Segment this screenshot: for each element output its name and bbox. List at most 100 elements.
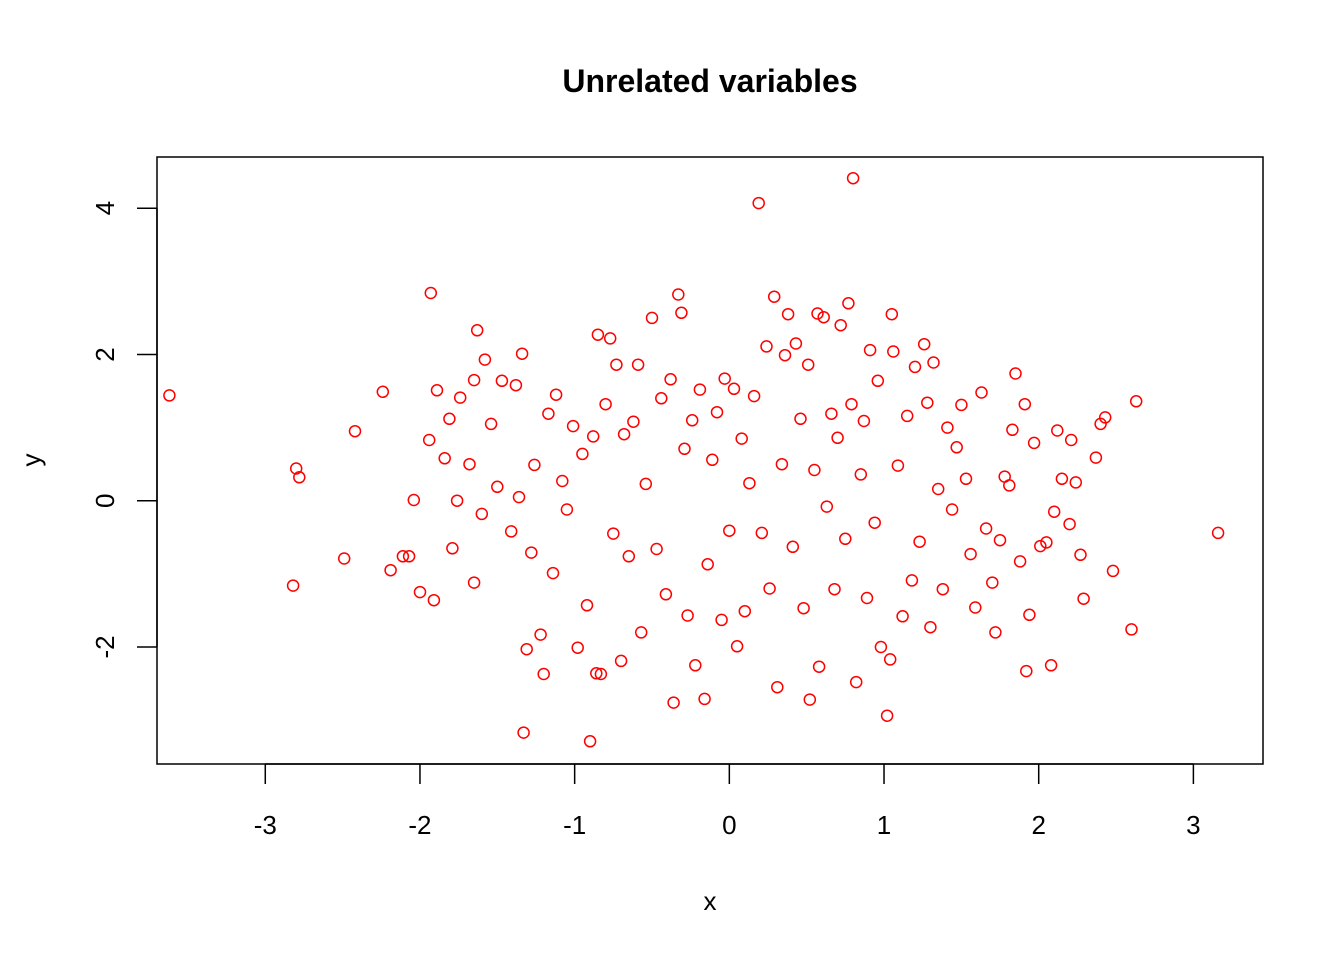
data-point	[1064, 433, 1078, 447]
data-point	[384, 563, 397, 577]
data-point	[1074, 548, 1087, 562]
data-point	[1018, 397, 1032, 411]
data-point	[1094, 417, 1107, 431]
data-point	[986, 576, 999, 589]
data-point	[413, 585, 427, 599]
data-point	[470, 324, 484, 337]
data-point	[607, 527, 620, 540]
data-point	[727, 382, 741, 396]
data-point	[908, 360, 922, 374]
data-point	[747, 389, 761, 403]
data-point	[945, 503, 959, 516]
data-point	[854, 468, 868, 481]
y-axis: -2 0 2 4	[90, 201, 158, 659]
data-point	[520, 642, 533, 656]
data-point	[936, 582, 950, 596]
y-tick-label: 0	[90, 493, 120, 507]
data-point	[801, 358, 815, 371]
data-point	[1069, 476, 1083, 489]
data-point	[828, 582, 841, 596]
data-point	[969, 601, 982, 614]
data-point	[743, 476, 756, 490]
data-point	[515, 347, 529, 360]
data-point	[580, 599, 594, 612]
data-point	[427, 593, 441, 607]
data-point	[808, 463, 821, 477]
data-point	[789, 337, 803, 350]
data-point	[1023, 608, 1036, 622]
data-point	[337, 552, 351, 565]
data-point	[803, 693, 817, 706]
data-point	[463, 457, 476, 471]
x-tick-label: -3	[254, 810, 277, 840]
data-point	[941, 421, 954, 434]
x-tick-label: 1	[877, 810, 891, 840]
data-point	[528, 458, 541, 472]
data-point	[583, 735, 597, 748]
x-tick-label: -1	[563, 810, 586, 840]
data-point	[467, 373, 481, 387]
data-point	[1013, 555, 1027, 568]
y-tick-label: -2	[90, 635, 120, 658]
data-point	[495, 374, 509, 388]
x-axis: -3 -2 -1 0 1 2 3	[254, 763, 1201, 840]
data-point	[542, 407, 555, 420]
data-point	[715, 613, 728, 627]
data-point	[289, 462, 303, 475]
data-point	[834, 318, 847, 332]
data-point	[1055, 472, 1069, 486]
data-point	[698, 692, 711, 706]
data-point	[1040, 536, 1053, 549]
data-point	[689, 659, 702, 672]
x-tick-label: -2	[408, 810, 431, 840]
data-point	[402, 550, 416, 563]
data-point	[825, 407, 838, 420]
data-point	[594, 667, 608, 681]
data-point	[959, 472, 973, 486]
data-point	[863, 343, 877, 357]
data-point	[955, 398, 968, 412]
data-point	[979, 522, 993, 535]
data-point	[786, 540, 800, 554]
x-tick-label: 0	[722, 810, 736, 840]
data-point	[424, 286, 438, 300]
data-point	[163, 389, 176, 402]
data-point	[883, 653, 897, 666]
data-point	[453, 391, 467, 404]
data-point	[849, 675, 863, 689]
data-point	[710, 405, 724, 419]
data-point	[735, 432, 748, 445]
data-point	[775, 457, 789, 471]
x-tick-label: 3	[1186, 810, 1200, 840]
data-point	[817, 310, 830, 324]
data-point	[407, 493, 421, 507]
data-point	[685, 414, 699, 427]
data-point	[422, 433, 436, 447]
data-point	[839, 532, 852, 546]
data-point	[376, 385, 390, 399]
data-point	[1211, 526, 1225, 540]
data-point	[537, 667, 550, 681]
data-point	[667, 696, 680, 709]
data-point	[614, 654, 628, 668]
data-point	[430, 384, 444, 397]
data-points	[163, 171, 1225, 748]
data-point	[509, 378, 523, 392]
y-tick-label: 4	[90, 201, 120, 215]
data-point	[880, 709, 894, 722]
data-point	[771, 680, 784, 694]
data-point	[752, 196, 765, 210]
data-point	[868, 516, 881, 529]
data-point	[622, 550, 636, 563]
y-tick-label: 2	[90, 347, 120, 361]
data-point	[831, 431, 844, 445]
data-point	[924, 620, 937, 634]
data-point	[931, 482, 945, 496]
data-point	[921, 396, 934, 409]
data-point	[475, 507, 489, 521]
y-axis-label: y	[16, 454, 46, 467]
data-point	[820, 500, 834, 513]
data-point	[860, 591, 874, 605]
data-point	[950, 441, 963, 454]
data-point	[1047, 505, 1061, 518]
